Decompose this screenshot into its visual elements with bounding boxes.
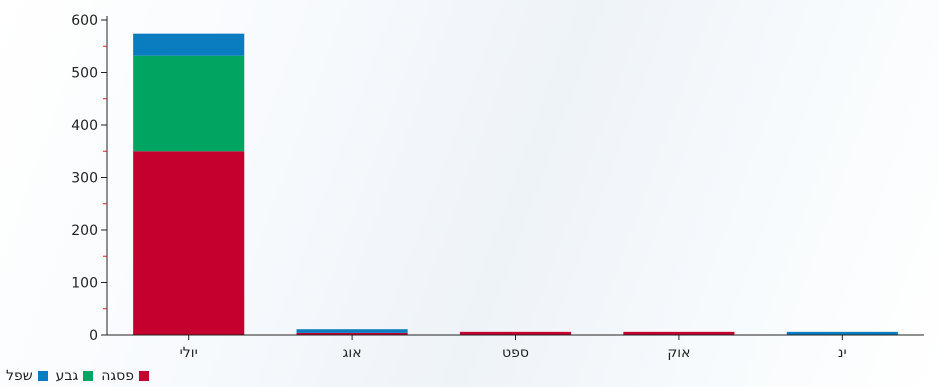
bar-segment-2 <box>133 55 245 152</box>
y-tick-label: 600 <box>71 13 98 29</box>
legend-label: פסגה <box>101 368 135 384</box>
x-tick-label: ינ <box>838 345 847 361</box>
bar-segment-3 <box>296 329 408 333</box>
bars <box>133 33 898 335</box>
legend-swatch <box>83 371 94 381</box>
x-axis: יולי אוג ספט אוק ינ <box>107 334 924 361</box>
bar-segment-1 <box>623 331 735 335</box>
legend-label: שפל <box>6 368 33 384</box>
stacked-bar-chart: 0 100 200 300 400 500 600 יולי אוג ספט אוק ינ <box>71 13 924 361</box>
x-tick-label: אוג <box>343 345 362 361</box>
legend-item: שפל <box>6 368 48 384</box>
x-tick-label: יולי <box>180 345 198 361</box>
y-tick-label: 300 <box>71 171 98 187</box>
legend: פסגה גבע שפל <box>6 366 150 386</box>
y-tick-label: 400 <box>71 118 98 134</box>
legend-label: גבע <box>55 368 79 384</box>
y-tick-label: 100 <box>71 276 98 292</box>
bar-segment-3 <box>133 33 245 56</box>
x-tick-label: אוק <box>667 345 690 361</box>
legend-item: גבע <box>56 368 94 384</box>
bar-segment-1 <box>296 332 408 335</box>
y-axis: 0 100 200 300 400 500 600 <box>71 13 108 344</box>
bar-segment-1 <box>133 151 245 335</box>
legend-swatch <box>37 371 48 381</box>
x-tick-label: ספט <box>502 345 529 361</box>
legend-item: פסגה <box>101 368 150 384</box>
y-tick-label: 200 <box>71 223 98 239</box>
legend-swatch <box>139 371 150 381</box>
bar-segment-3 <box>786 331 898 335</box>
bar-segment-1 <box>459 331 572 335</box>
y-tick-label: 0 <box>89 328 98 344</box>
y-tick-label: 500 <box>71 66 98 82</box>
